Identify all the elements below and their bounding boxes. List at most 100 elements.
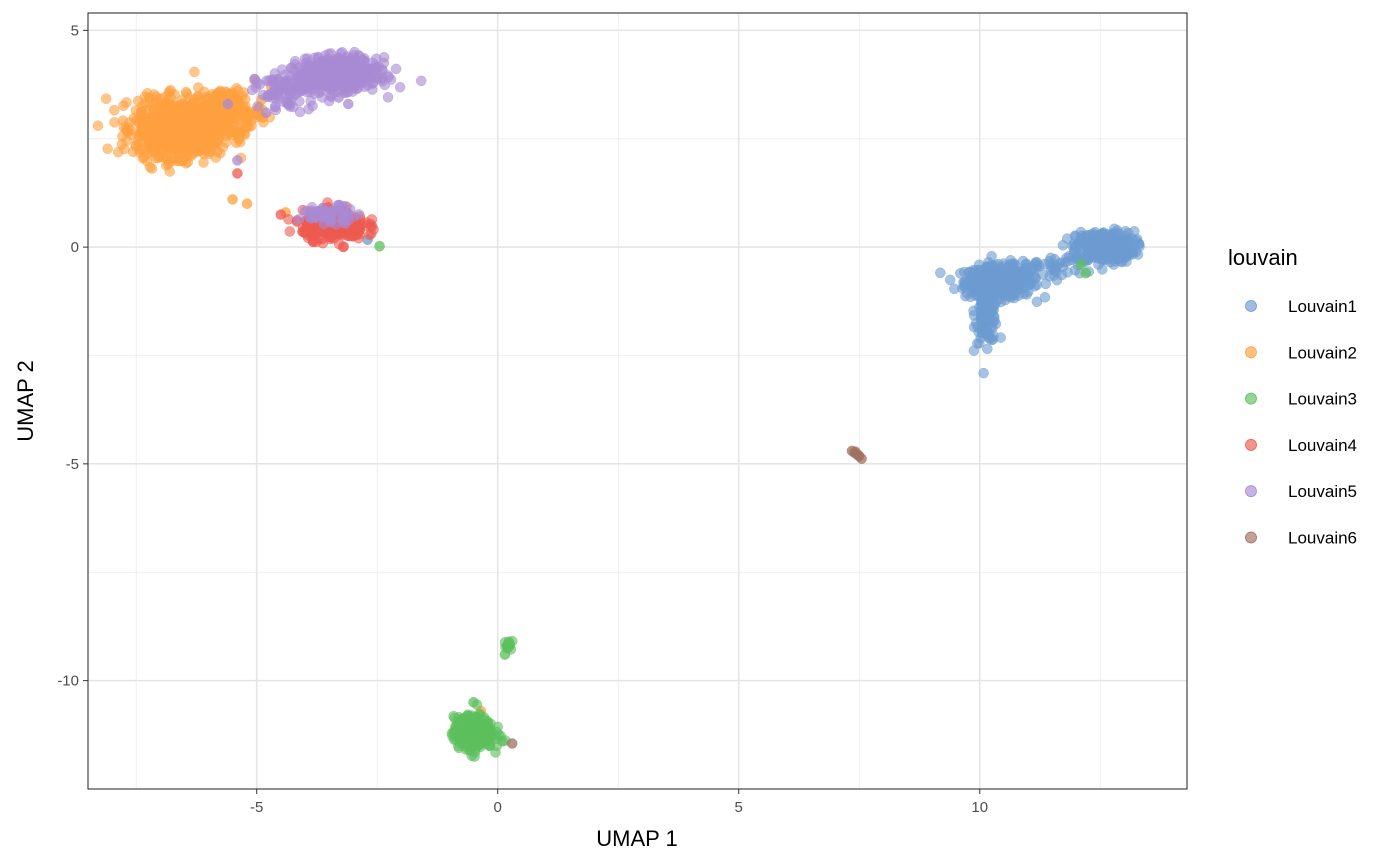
data-point (316, 92, 328, 103)
legend-key-louvain1 (1245, 300, 1257, 312)
data-point (249, 73, 260, 85)
series-louvain5 (222, 46, 427, 230)
data-point (134, 147, 145, 158)
y-tick-label: 5 (71, 22, 79, 39)
data-point (133, 95, 144, 107)
data-point (142, 115, 154, 127)
legend-title: louvain (1228, 245, 1298, 270)
data-point (146, 163, 158, 174)
data-point (100, 93, 112, 104)
data-point (1012, 271, 1023, 282)
data-point (366, 72, 377, 84)
data-point (180, 158, 192, 169)
data-point (347, 231, 359, 242)
data-point (1088, 245, 1100, 257)
y-tick-label: -10 (57, 673, 79, 690)
x-tick-label: 0 (494, 799, 502, 816)
data-point (334, 60, 346, 71)
data-point (374, 240, 385, 252)
series-louvain2 (92, 66, 487, 717)
data-point (978, 367, 989, 379)
data-point (1113, 239, 1124, 251)
data-point (218, 114, 230, 126)
data-point (473, 725, 484, 737)
data-point (343, 98, 354, 110)
data-point (1080, 267, 1092, 279)
data-point (189, 106, 200, 118)
data-point (334, 239, 345, 250)
data-point (119, 143, 130, 155)
data-point (192, 90, 204, 102)
data-point (1031, 262, 1043, 273)
data-point (415, 75, 427, 87)
data-point (504, 639, 516, 650)
legend-label-louvain3: Louvain3 (1288, 390, 1357, 409)
data-point (176, 136, 187, 148)
data-point (157, 151, 169, 162)
legend-label-louvain4: Louvain4 (1288, 436, 1357, 455)
legend-label-louvain2: Louvain2 (1288, 343, 1357, 362)
data-point (382, 70, 394, 81)
data-point (151, 97, 163, 108)
data-point (974, 338, 985, 349)
data-point (390, 63, 402, 75)
data-point (364, 229, 375, 241)
data-point (469, 751, 480, 762)
major-gridlines (88, 13, 1187, 789)
data-point (228, 108, 239, 120)
data-point (976, 288, 987, 300)
data-point (499, 649, 511, 660)
legend-key-louvain5 (1245, 485, 1257, 498)
y-axis-ticks: 5 0 -5 -10 (57, 22, 88, 690)
x-axis-title: UMAP 1 (596, 826, 678, 851)
data-point (241, 198, 253, 209)
data-point (141, 155, 153, 167)
data-point (302, 77, 313, 89)
data-point (1018, 288, 1030, 300)
data-point (270, 104, 282, 116)
data-point (949, 283, 960, 295)
data-point (458, 740, 470, 751)
data-point (289, 59, 301, 70)
data-point (968, 305, 979, 317)
data-point (166, 143, 178, 154)
x-tick-label: 10 (971, 799, 988, 816)
data-point (231, 128, 243, 139)
data-point (275, 209, 287, 220)
data-point (232, 155, 243, 166)
data-point (321, 75, 333, 86)
data-point (1044, 271, 1055, 282)
data-point (1075, 259, 1087, 270)
data-point (212, 146, 223, 157)
series-louvain6 (506, 445, 867, 749)
data-point (995, 332, 1006, 343)
data-point (1131, 234, 1143, 245)
data-point (183, 141, 194, 153)
data-point (977, 302, 989, 314)
data-point (207, 89, 218, 100)
data-point (163, 88, 174, 99)
data-point (204, 137, 216, 149)
legend: louvain Louvain1 Louvain2 Louvain3 Louvain4… (1228, 245, 1357, 548)
data-point (143, 92, 155, 103)
data-point (1132, 249, 1144, 260)
data-point (1093, 236, 1104, 247)
data-point (316, 210, 327, 221)
legend-key-louvain4 (1245, 438, 1257, 451)
data-point (232, 168, 243, 179)
data-point (983, 313, 994, 324)
data-point (102, 143, 113, 154)
data-point (294, 96, 305, 107)
data-point (121, 97, 132, 108)
data-point (284, 226, 296, 237)
data-point (337, 201, 348, 213)
data-point (269, 68, 281, 79)
x-tick-label: -5 (250, 799, 263, 816)
plot-panel-border (87, 12, 1188, 790)
data-point (204, 113, 216, 124)
data-point (982, 343, 993, 355)
legend-label-louvain1: Louvain1 (1288, 297, 1357, 316)
data-point (222, 98, 234, 110)
data-point (354, 51, 365, 62)
